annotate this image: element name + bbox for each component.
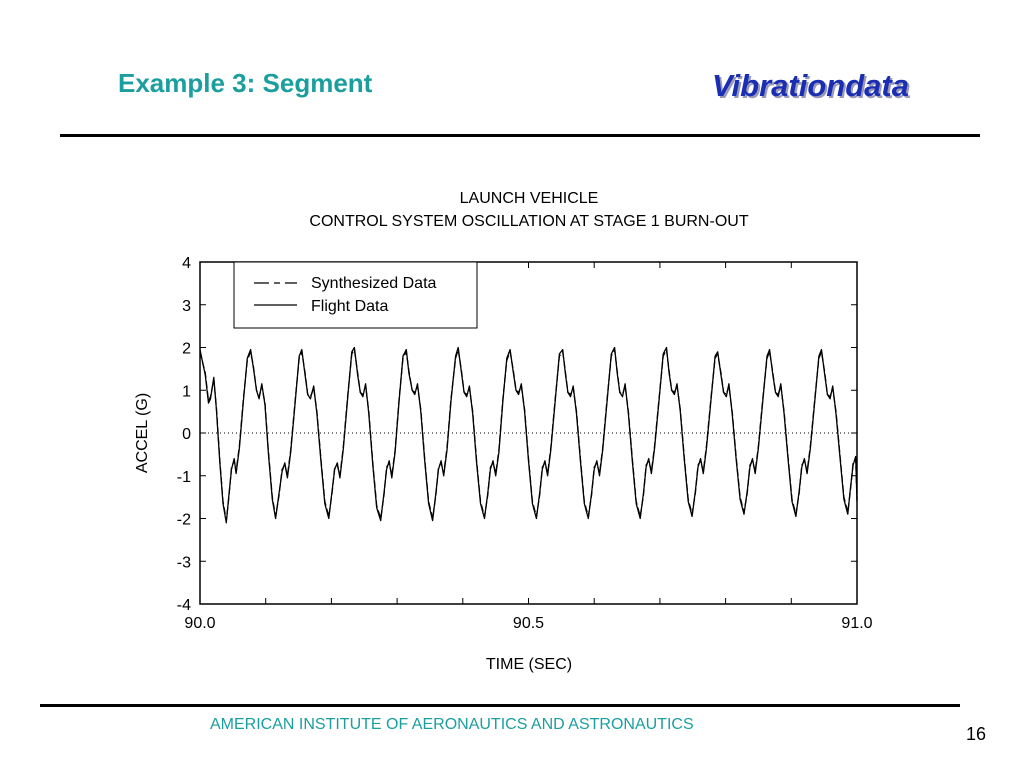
x-axis-label: TIME (SEC) (486, 656, 572, 673)
slide-title: Example 3: Segment (118, 68, 373, 98)
series-layer (199, 346, 858, 524)
y-tick-label: 3 (182, 298, 191, 315)
series-line-synthesized (199, 348, 858, 522)
x-tick-label: 90.5 (513, 615, 544, 632)
y-tick-label: -3 (177, 554, 191, 571)
x-tick-label: 91.0 (841, 615, 872, 632)
y-axis-ticks: 4 3 2 1 0 -1 -2 -3 -4 (177, 255, 857, 614)
page-number: 16 (966, 724, 987, 744)
legend-box (233, 261, 478, 329)
top-divider (60, 134, 980, 137)
legend: Synthesized Data Flight Data (233, 261, 478, 329)
x-axis-ticks: 90.0 90.5 91.0 (184, 262, 873, 632)
y-tick-label: -1 (177, 469, 191, 486)
chart-title-line-1: LAUNCH VEHICLE (460, 190, 599, 207)
bottom-divider (40, 704, 960, 707)
footer-text: AMERICAN INSTITUTE OF AERONAUTICS AND AS… (210, 716, 694, 733)
legend-synthesized-label: Synthesized Data (311, 275, 437, 292)
legend-flight-label: Flight Data (311, 298, 388, 315)
x-tick-label: 90.0 (184, 615, 215, 632)
series-line-flight (199, 346, 858, 524)
y-tick-label: 1 (182, 383, 191, 400)
chart: LAUNCH VEHICLE CONTROL SYSTEM OSCILLATIO… (134, 190, 873, 673)
y-tick-label: 2 (182, 341, 191, 358)
y-axis-label: ACCEL (G) (134, 393, 151, 473)
y-tick-label: 0 (182, 426, 191, 443)
brand-logo: Vibrationdata (712, 68, 909, 103)
y-tick-label: -4 (177, 597, 191, 614)
y-tick-label: 4 (182, 255, 191, 272)
chart-title-line-2: CONTROL SYSTEM OSCILLATION AT STAGE 1 BU… (309, 213, 748, 230)
y-tick-label: -2 (177, 512, 191, 529)
